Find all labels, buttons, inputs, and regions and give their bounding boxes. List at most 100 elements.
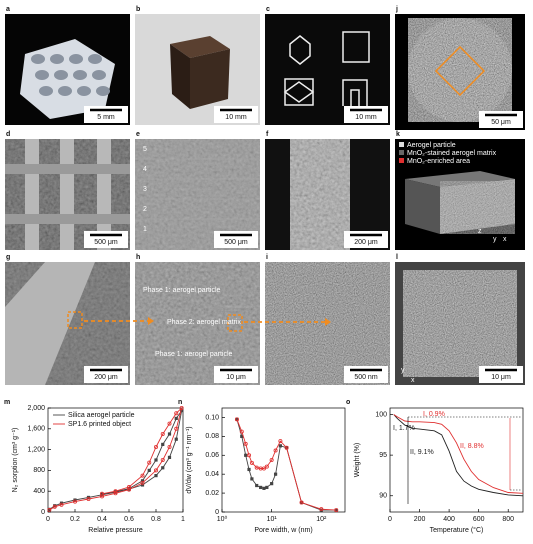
hole [92,70,106,80]
marker [270,482,274,486]
strut [5,164,130,174]
hole [31,54,45,64]
marker [247,453,252,458]
y-tick-label: 800 [33,467,45,474]
phase-label: Phase 1: aerogel particle [143,287,221,294]
strut [25,139,39,250]
marker [140,483,145,487]
plot-frame [389,407,524,513]
y-tick-label: 0.04 [205,471,219,478]
annotation: I, 1.7% [393,425,415,432]
drawing [342,79,368,106]
marker [259,485,263,490]
legend-label: MnO₂-stained aerogel matrix [407,150,497,157]
panel-letter: o [346,399,350,406]
panel-letter: l [396,254,398,261]
series-line [393,414,524,497]
marker [265,485,269,490]
marker [174,426,179,431]
panel-letter: a [6,6,10,13]
marker [154,474,158,478]
marker [284,445,289,450]
y-tick-label: 0 [215,509,219,516]
phase-label: Phase 1: aerogel particle [155,351,233,358]
zoom-box [67,311,83,329]
marker [174,437,178,441]
layer-label: 3 [143,186,147,193]
axis-glyph: y [401,367,405,374]
plot-frame [221,407,346,513]
drawing [342,31,370,63]
axis-glyph: y [493,236,497,243]
marker [167,432,172,436]
panel-letter: c [266,6,270,13]
cube-top [170,36,230,58]
marker [52,504,57,509]
marker [153,444,158,449]
legend-label: Aerogel particle [407,142,456,149]
marker [167,421,172,426]
layer-label: 2 [143,206,147,213]
annotation: I, 0.9% [423,411,445,418]
marker [234,417,239,422]
x-tick-label: 10¹ [267,516,278,523]
marker [273,448,278,453]
legend-swatch [399,158,404,163]
zoom-arrowhead [325,318,331,326]
marker [47,507,51,511]
tube [5,262,95,385]
strut [5,214,130,224]
x-tick-label: 200 [414,516,426,523]
panel-letter: i [266,254,268,261]
marker [249,460,254,465]
panel-letter: b [136,6,140,13]
series-line [49,406,183,511]
marker [319,508,323,512]
y-tick-label: 0.02 [205,490,219,497]
layer-label: 4 [143,166,147,173]
hole [88,54,102,64]
marker [239,429,244,434]
marker [113,489,118,494]
x-tick-label: 0.2 [70,516,80,523]
scale-bar-label: 500 μm [94,239,118,246]
scale-bar-label: 200 μm [354,239,378,246]
layer-label: 5 [143,146,147,153]
panel-letter: k [396,131,400,138]
marker [250,477,254,481]
marker [140,480,145,485]
hole [73,70,87,80]
legend-label: Silica aerogel particle [68,412,135,419]
cube-left [170,44,190,109]
roi-box [434,45,486,97]
panel-letter: d [6,131,10,138]
marker [140,479,145,483]
marker [180,409,184,413]
marker [160,457,165,462]
x-tick-label: 0 [388,516,392,523]
y-tick-label: 0.08 [205,433,219,440]
scale-bar-label: 10 mm [355,114,377,121]
block-top [405,171,515,187]
legend-swatch [399,150,404,155]
marker [174,411,179,416]
marker [334,508,339,513]
marker [161,442,165,446]
x-tick-label: 600 [473,516,485,523]
marker [86,496,91,501]
marker [273,472,278,476]
marker [179,405,184,410]
marker [255,483,259,488]
series-line [393,414,524,494]
y-tick-label: 1,600 [27,426,45,433]
marker [127,487,132,492]
x-tick-label: 1 [181,516,185,523]
strut [60,139,74,250]
y-tick-label: 95 [379,452,387,459]
x-tick-label: 0 [46,516,50,523]
block-front [405,179,440,234]
x-axis-label: Relative pressure [88,527,143,534]
scale-bar-label: 10 μm [226,374,246,381]
axis-glyph: x [411,377,415,384]
